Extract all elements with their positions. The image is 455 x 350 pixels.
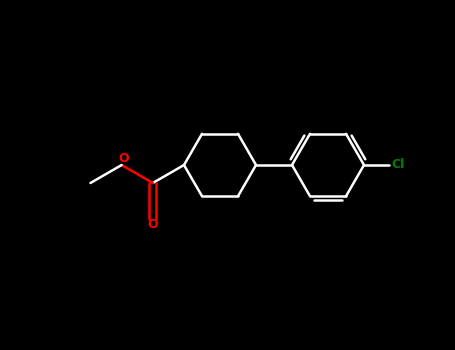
Text: O: O [118, 153, 129, 166]
Text: Cl: Cl [391, 159, 404, 172]
Text: O: O [147, 218, 158, 231]
